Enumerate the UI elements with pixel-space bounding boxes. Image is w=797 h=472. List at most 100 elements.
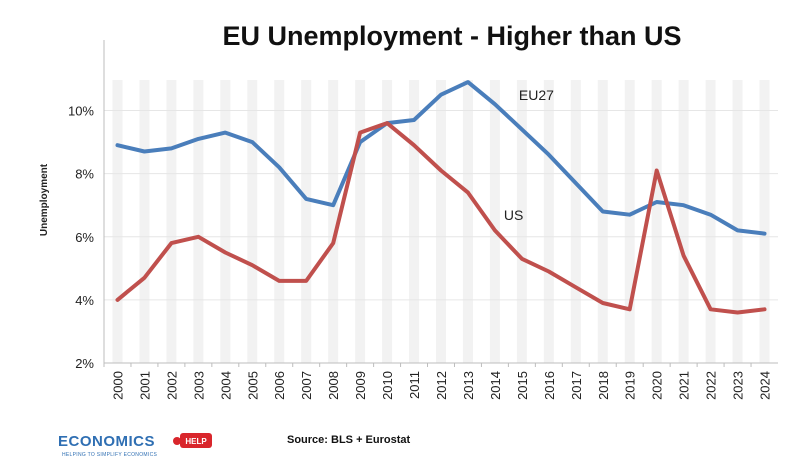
- source-note: Source: BLS + Eurostat: [287, 434, 411, 446]
- data-point-us: [520, 257, 524, 261]
- data-point-us: [574, 286, 577, 289]
- data-point-us: [412, 144, 416, 147]
- x-tick-label: 2002: [164, 371, 179, 400]
- category-band: [462, 80, 473, 363]
- data-point-us: [278, 279, 281, 283]
- economics-help-logo: ECONOMICS HELP HELPING TO SIMPLIFY ECONO…: [58, 433, 212, 458]
- x-tick-label: 2004: [218, 371, 233, 400]
- data-point-eu27: [224, 131, 227, 134]
- data-point-us: [143, 276, 146, 279]
- data-point-us: [466, 191, 470, 194]
- category-band: [759, 80, 770, 363]
- x-tick-label: 2009: [353, 371, 368, 400]
- x-tick-label: 2010: [380, 371, 395, 400]
- category-band: [597, 80, 608, 363]
- data-point-eu27: [520, 128, 524, 131]
- x-tick-label: 2005: [245, 371, 260, 400]
- x-tick-label: 2006: [272, 371, 287, 400]
- data-point-eu27: [736, 229, 739, 232]
- data-point-us: [655, 169, 658, 172]
- data-point-eu27: [493, 102, 497, 106]
- x-tick-label: 2017: [569, 371, 584, 400]
- series-label-us: US: [504, 207, 523, 223]
- x-axis-ticks: 2000 2001 2002 2003 2004 2005 2006 2007 2008 2009…: [103, 363, 773, 400]
- category-band: [436, 80, 446, 363]
- y-tick-label: 2%: [75, 356, 94, 371]
- x-tick-label: 2024: [758, 371, 773, 400]
- logo-help-badge: [180, 433, 212, 448]
- category-band: [193, 80, 204, 363]
- series-layer: [115, 80, 767, 315]
- data-point-us: [493, 229, 497, 232]
- data-point-eu27: [466, 80, 470, 84]
- chart-title: EU Unemployment - Higher than US: [222, 21, 681, 51]
- data-point-eu27: [412, 118, 416, 122]
- category-band: [651, 80, 662, 363]
- series-labels: EU27 US: [504, 87, 554, 223]
- y-axis-label: Unemployment: [39, 163, 50, 236]
- data-point-eu27: [547, 153, 551, 156]
- category-band: [166, 80, 177, 363]
- data-point-eu27: [278, 166, 281, 169]
- x-tick-label: 2022: [704, 371, 719, 400]
- y-tick-label: 4%: [75, 293, 94, 308]
- y-axis: 2% 4% 6% 8% 10%: [68, 40, 778, 371]
- y-tick-label: 8%: [75, 167, 94, 182]
- category-band: [409, 80, 420, 363]
- x-tick-label: 2021: [677, 371, 692, 400]
- data-point-us: [682, 254, 685, 257]
- data-point-us: [170, 241, 173, 245]
- data-point-us: [709, 308, 712, 311]
- y-tick-label: 6%: [75, 230, 94, 245]
- data-point-us: [736, 311, 739, 314]
- category-band: [678, 80, 689, 363]
- x-tick-label: 2012: [434, 371, 449, 400]
- data-point-eu27: [170, 147, 173, 150]
- data-point-eu27: [628, 213, 631, 216]
- data-point-eu27: [197, 137, 200, 141]
- x-tick-label: 2016: [542, 371, 557, 400]
- category-band: [301, 80, 312, 363]
- x-tick-label: 2007: [299, 371, 314, 400]
- category-band: [274, 80, 285, 363]
- logo-tagline: HELPING TO SIMPLIFY ECONOMICS: [62, 452, 157, 458]
- y-tick-label: 10%: [68, 104, 94, 119]
- x-tick-label: 2008: [326, 371, 341, 400]
- category-band: [570, 80, 581, 363]
- data-point-us: [547, 270, 551, 273]
- data-point-eu27: [574, 181, 577, 185]
- data-point-us: [116, 298, 119, 302]
- category-band: [112, 80, 123, 363]
- data-point-us: [763, 308, 766, 311]
- data-point-us: [439, 169, 443, 172]
- category-band: [220, 80, 231, 363]
- data-point-us: [385, 121, 389, 125]
- data-point-us: [331, 241, 335, 245]
- category-band: [489, 80, 500, 363]
- logo-dot: [173, 437, 181, 445]
- data-point-us: [628, 308, 631, 311]
- data-point-eu27: [763, 232, 766, 235]
- data-point-eu27: [709, 213, 712, 216]
- category-band: [705, 80, 716, 363]
- data-point-eu27: [682, 203, 685, 207]
- data-point-us: [197, 235, 200, 238]
- x-tick-label: 2014: [488, 371, 503, 400]
- x-tick-label: 2000: [110, 371, 125, 400]
- category-band: [247, 80, 258, 363]
- data-point-eu27: [305, 197, 308, 201]
- category-band: [139, 80, 150, 363]
- x-tick-label: 2013: [461, 371, 476, 400]
- x-tick-label: 2015: [515, 371, 530, 400]
- column-bands: [112, 80, 770, 363]
- data-point-eu27: [331, 203, 335, 207]
- data-point-eu27: [655, 200, 658, 204]
- category-band: [355, 80, 366, 363]
- logo-main-text: ECONOMICS: [58, 433, 155, 450]
- data-point-us: [305, 279, 308, 283]
- data-point-eu27: [143, 150, 146, 153]
- category-band: [328, 80, 339, 363]
- data-point-eu27: [439, 93, 443, 96]
- x-tick-label: 2020: [650, 371, 665, 400]
